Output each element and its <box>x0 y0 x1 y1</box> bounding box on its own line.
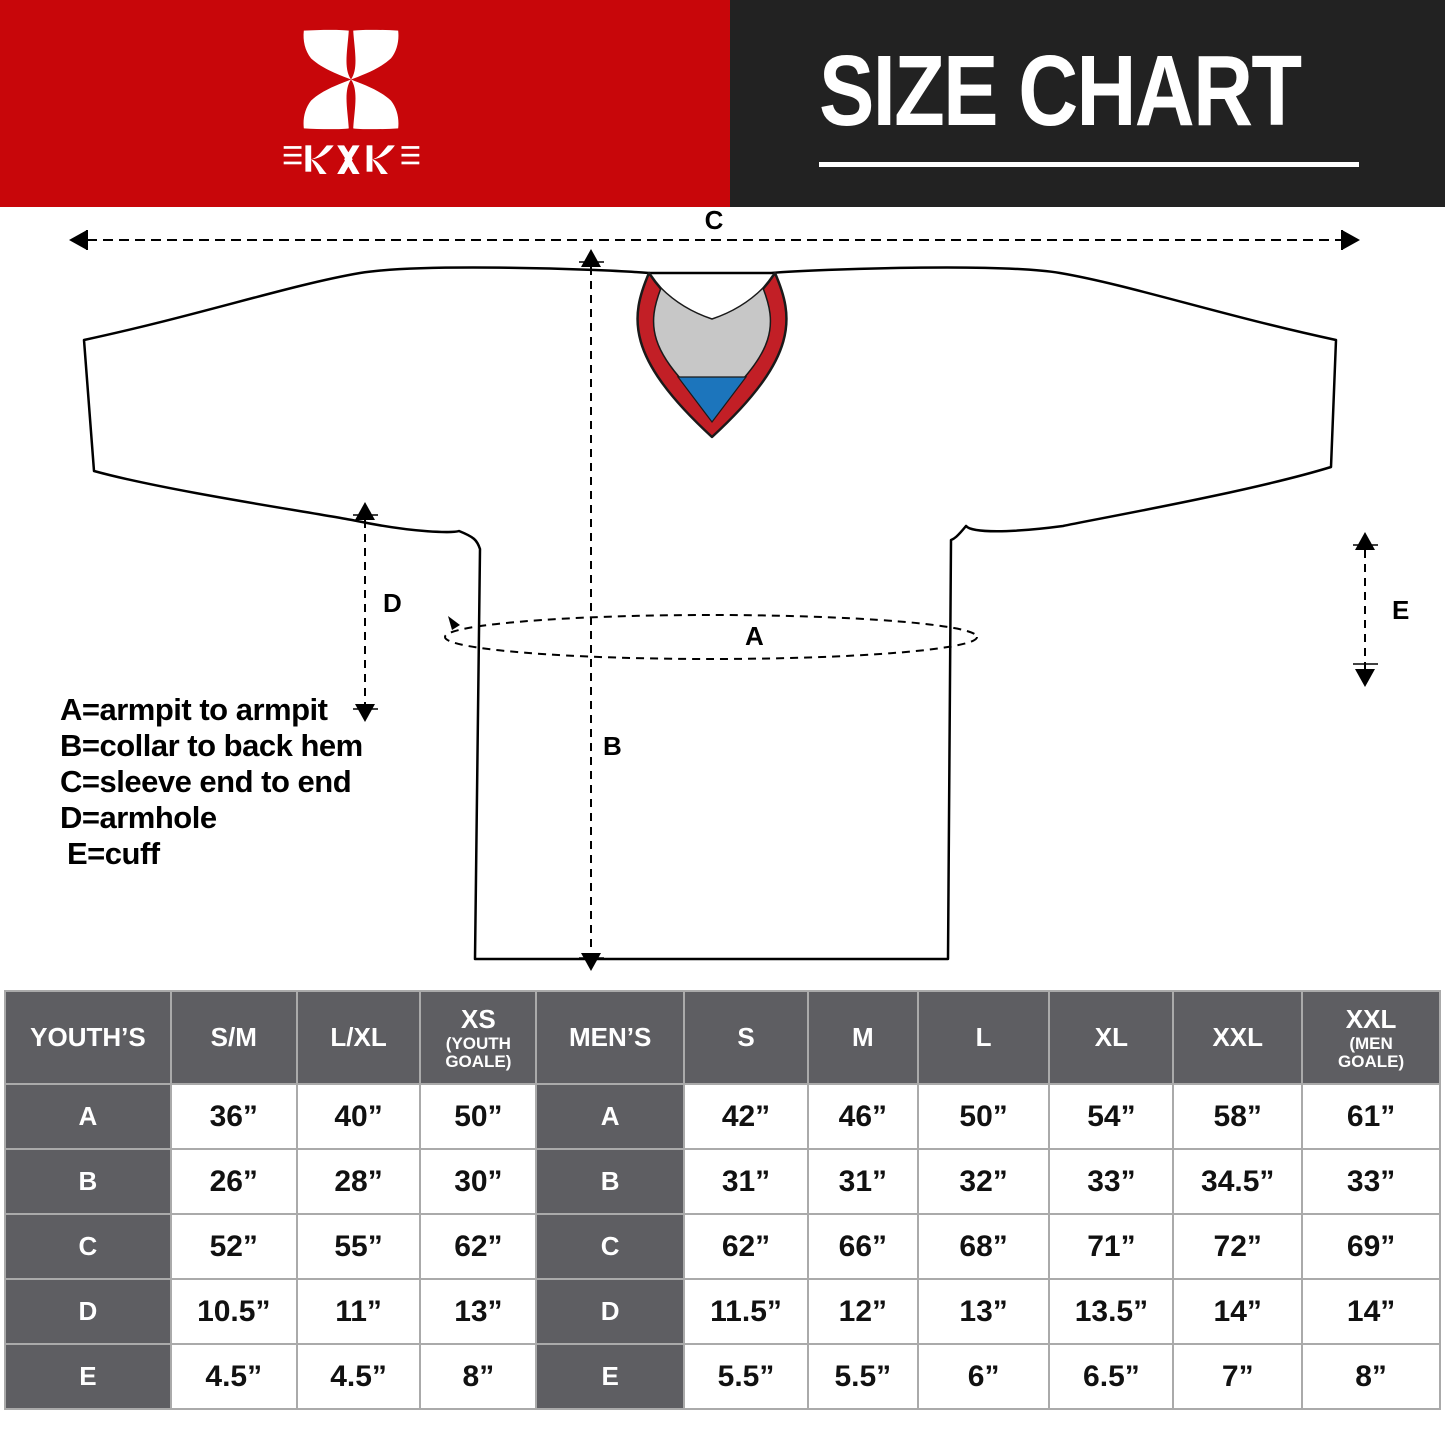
svg-text:D=armhole: D=armhole <box>60 800 217 835</box>
svg-text:C=sleeve end to end: C=sleeve end to end <box>60 764 351 799</box>
svg-text:A=armpit to armpit: A=armpit to armpit <box>60 692 328 727</box>
svg-text:E=cuff: E=cuff <box>67 836 161 871</box>
svg-text:A: A <box>745 621 764 651</box>
svg-text:E: E <box>1392 595 1409 625</box>
svg-text:D: D <box>383 588 402 618</box>
svg-text:B: B <box>603 731 622 761</box>
svg-text:C: C <box>705 207 724 235</box>
svg-text:B=collar to back hem: B=collar to back hem <box>60 728 363 763</box>
